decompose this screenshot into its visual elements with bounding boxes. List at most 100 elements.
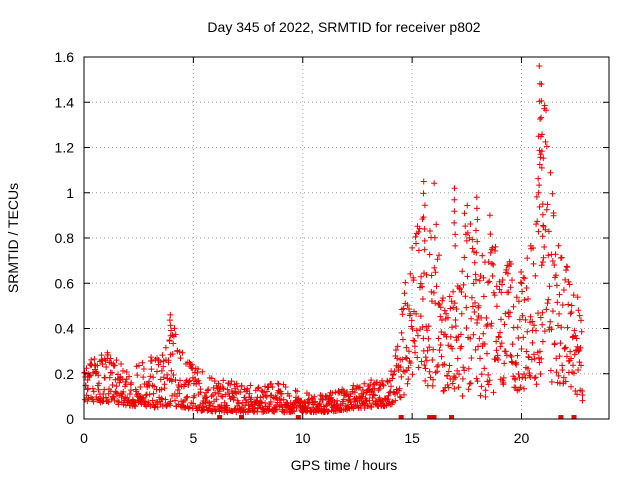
data-point [213, 396, 220, 403]
data-point [363, 397, 370, 404]
data-point [209, 403, 216, 410]
data-point [496, 278, 503, 285]
data-point [543, 107, 550, 114]
data-point [434, 256, 441, 263]
data-point [439, 297, 446, 304]
data-point [273, 394, 280, 401]
data-point [394, 343, 401, 350]
data-point [434, 368, 441, 375]
data-point [419, 295, 426, 302]
data-point [553, 355, 560, 362]
data-point [304, 404, 311, 411]
data-point [467, 221, 474, 228]
data-point [486, 212, 493, 219]
data-point-peak [166, 317, 173, 324]
data-point-peak [539, 131, 546, 138]
data-point [576, 312, 583, 319]
data-point [445, 368, 452, 375]
data-point [469, 303, 476, 310]
data-point [355, 384, 362, 391]
data-point [157, 376, 164, 383]
data-point [522, 374, 529, 381]
data-point [579, 392, 586, 399]
data-point [87, 360, 94, 367]
data-point [159, 352, 166, 359]
data-point-peak [452, 231, 459, 238]
data-point [104, 398, 111, 405]
data-point [258, 399, 265, 406]
data-point-peak [473, 249, 480, 256]
data-point-peak [474, 238, 481, 245]
data-point [177, 377, 183, 384]
data-point [437, 341, 444, 348]
data-point [454, 367, 461, 374]
data-point [485, 371, 492, 378]
x-ticks: 0 5 10 15 20 [80, 57, 529, 446]
data-point [452, 374, 459, 381]
data-point [516, 316, 523, 323]
data-point [147, 403, 154, 410]
data-point [478, 383, 485, 390]
data-point [95, 372, 102, 379]
data-point [168, 378, 175, 385]
data-point [497, 316, 504, 323]
data-point [211, 377, 218, 384]
data-point [338, 389, 345, 396]
data-point [463, 304, 470, 311]
data-point [292, 387, 299, 394]
data-point [484, 279, 491, 286]
data-point [394, 355, 401, 362]
data-point [90, 388, 97, 395]
data-point [401, 391, 408, 398]
data-point [453, 337, 460, 344]
data-point [536, 182, 543, 189]
data-point [438, 317, 445, 324]
data-point [452, 323, 459, 330]
data-point [170, 371, 177, 378]
data-point [471, 299, 478, 306]
baseline-marker [427, 415, 433, 419]
data-point [361, 380, 368, 387]
data-point [441, 387, 448, 394]
data-point [541, 102, 548, 109]
data-point [518, 280, 525, 287]
data-point-peak [538, 81, 545, 88]
data-point [354, 383, 361, 390]
data-point [118, 360, 125, 367]
data-point [84, 386, 91, 393]
data-point [402, 354, 409, 361]
data-point [311, 393, 318, 400]
data-point [553, 282, 560, 289]
data-point [306, 391, 313, 398]
data-point [564, 324, 571, 331]
data-point [291, 408, 298, 415]
data-point [145, 381, 152, 388]
data-point [470, 280, 477, 287]
data-point [451, 373, 458, 380]
data-point [403, 344, 410, 351]
data-point [475, 302, 482, 309]
data-point [563, 267, 570, 274]
data-point [562, 344, 569, 351]
data-point [150, 390, 157, 397]
data-point [549, 190, 556, 197]
data-point [134, 372, 141, 379]
data-point [572, 332, 579, 339]
data-point [353, 385, 360, 392]
data-point [451, 300, 458, 307]
data-point [461, 210, 468, 217]
data-point [483, 350, 490, 357]
data-point [543, 143, 550, 150]
data-point [444, 314, 451, 321]
data-point [426, 227, 433, 234]
data-point [195, 366, 202, 373]
data-point [429, 382, 436, 389]
data-point [107, 355, 114, 362]
data-point [472, 276, 479, 283]
data-point [501, 360, 508, 367]
data-point [571, 351, 578, 358]
data-point [396, 385, 403, 392]
data-point [366, 397, 373, 404]
data-point [308, 395, 315, 402]
data-point [476, 277, 483, 284]
